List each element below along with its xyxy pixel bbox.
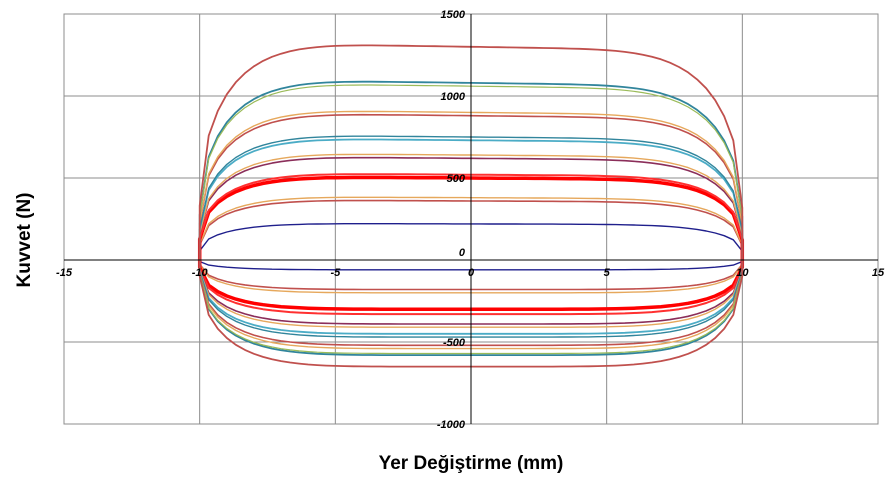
y-tick-label: 1500 (441, 9, 466, 21)
y-tick-label: 500 (447, 173, 466, 185)
x-axis-label: Yer Değiştirme (mm) (379, 453, 564, 474)
tick-labels: -15 -10 -5 0 5 10 15 1500 1000 500 0 -500 -1000 (56, 9, 885, 431)
y-tick-label: 0 (459, 247, 466, 259)
y-tick-label: 1000 (441, 91, 466, 103)
x-tick-label: 10 (736, 267, 749, 279)
x-tick-label: 0 (468, 267, 475, 279)
series-group (197, 44, 745, 368)
x-tick-label: -15 (56, 267, 73, 279)
x-tick-label: 15 (872, 267, 885, 279)
series-loop-14 (198, 44, 744, 368)
x-tick-label: -5 (330, 267, 341, 279)
axes (63, 13, 879, 425)
y-tick-label: -1000 (437, 419, 466, 431)
x-tick-label: 5 (604, 267, 611, 279)
x-tick-label: -10 (192, 267, 209, 279)
y-axis-label: Kuvvet (N) (14, 192, 35, 287)
y-tick-label: -500 (443, 337, 466, 349)
